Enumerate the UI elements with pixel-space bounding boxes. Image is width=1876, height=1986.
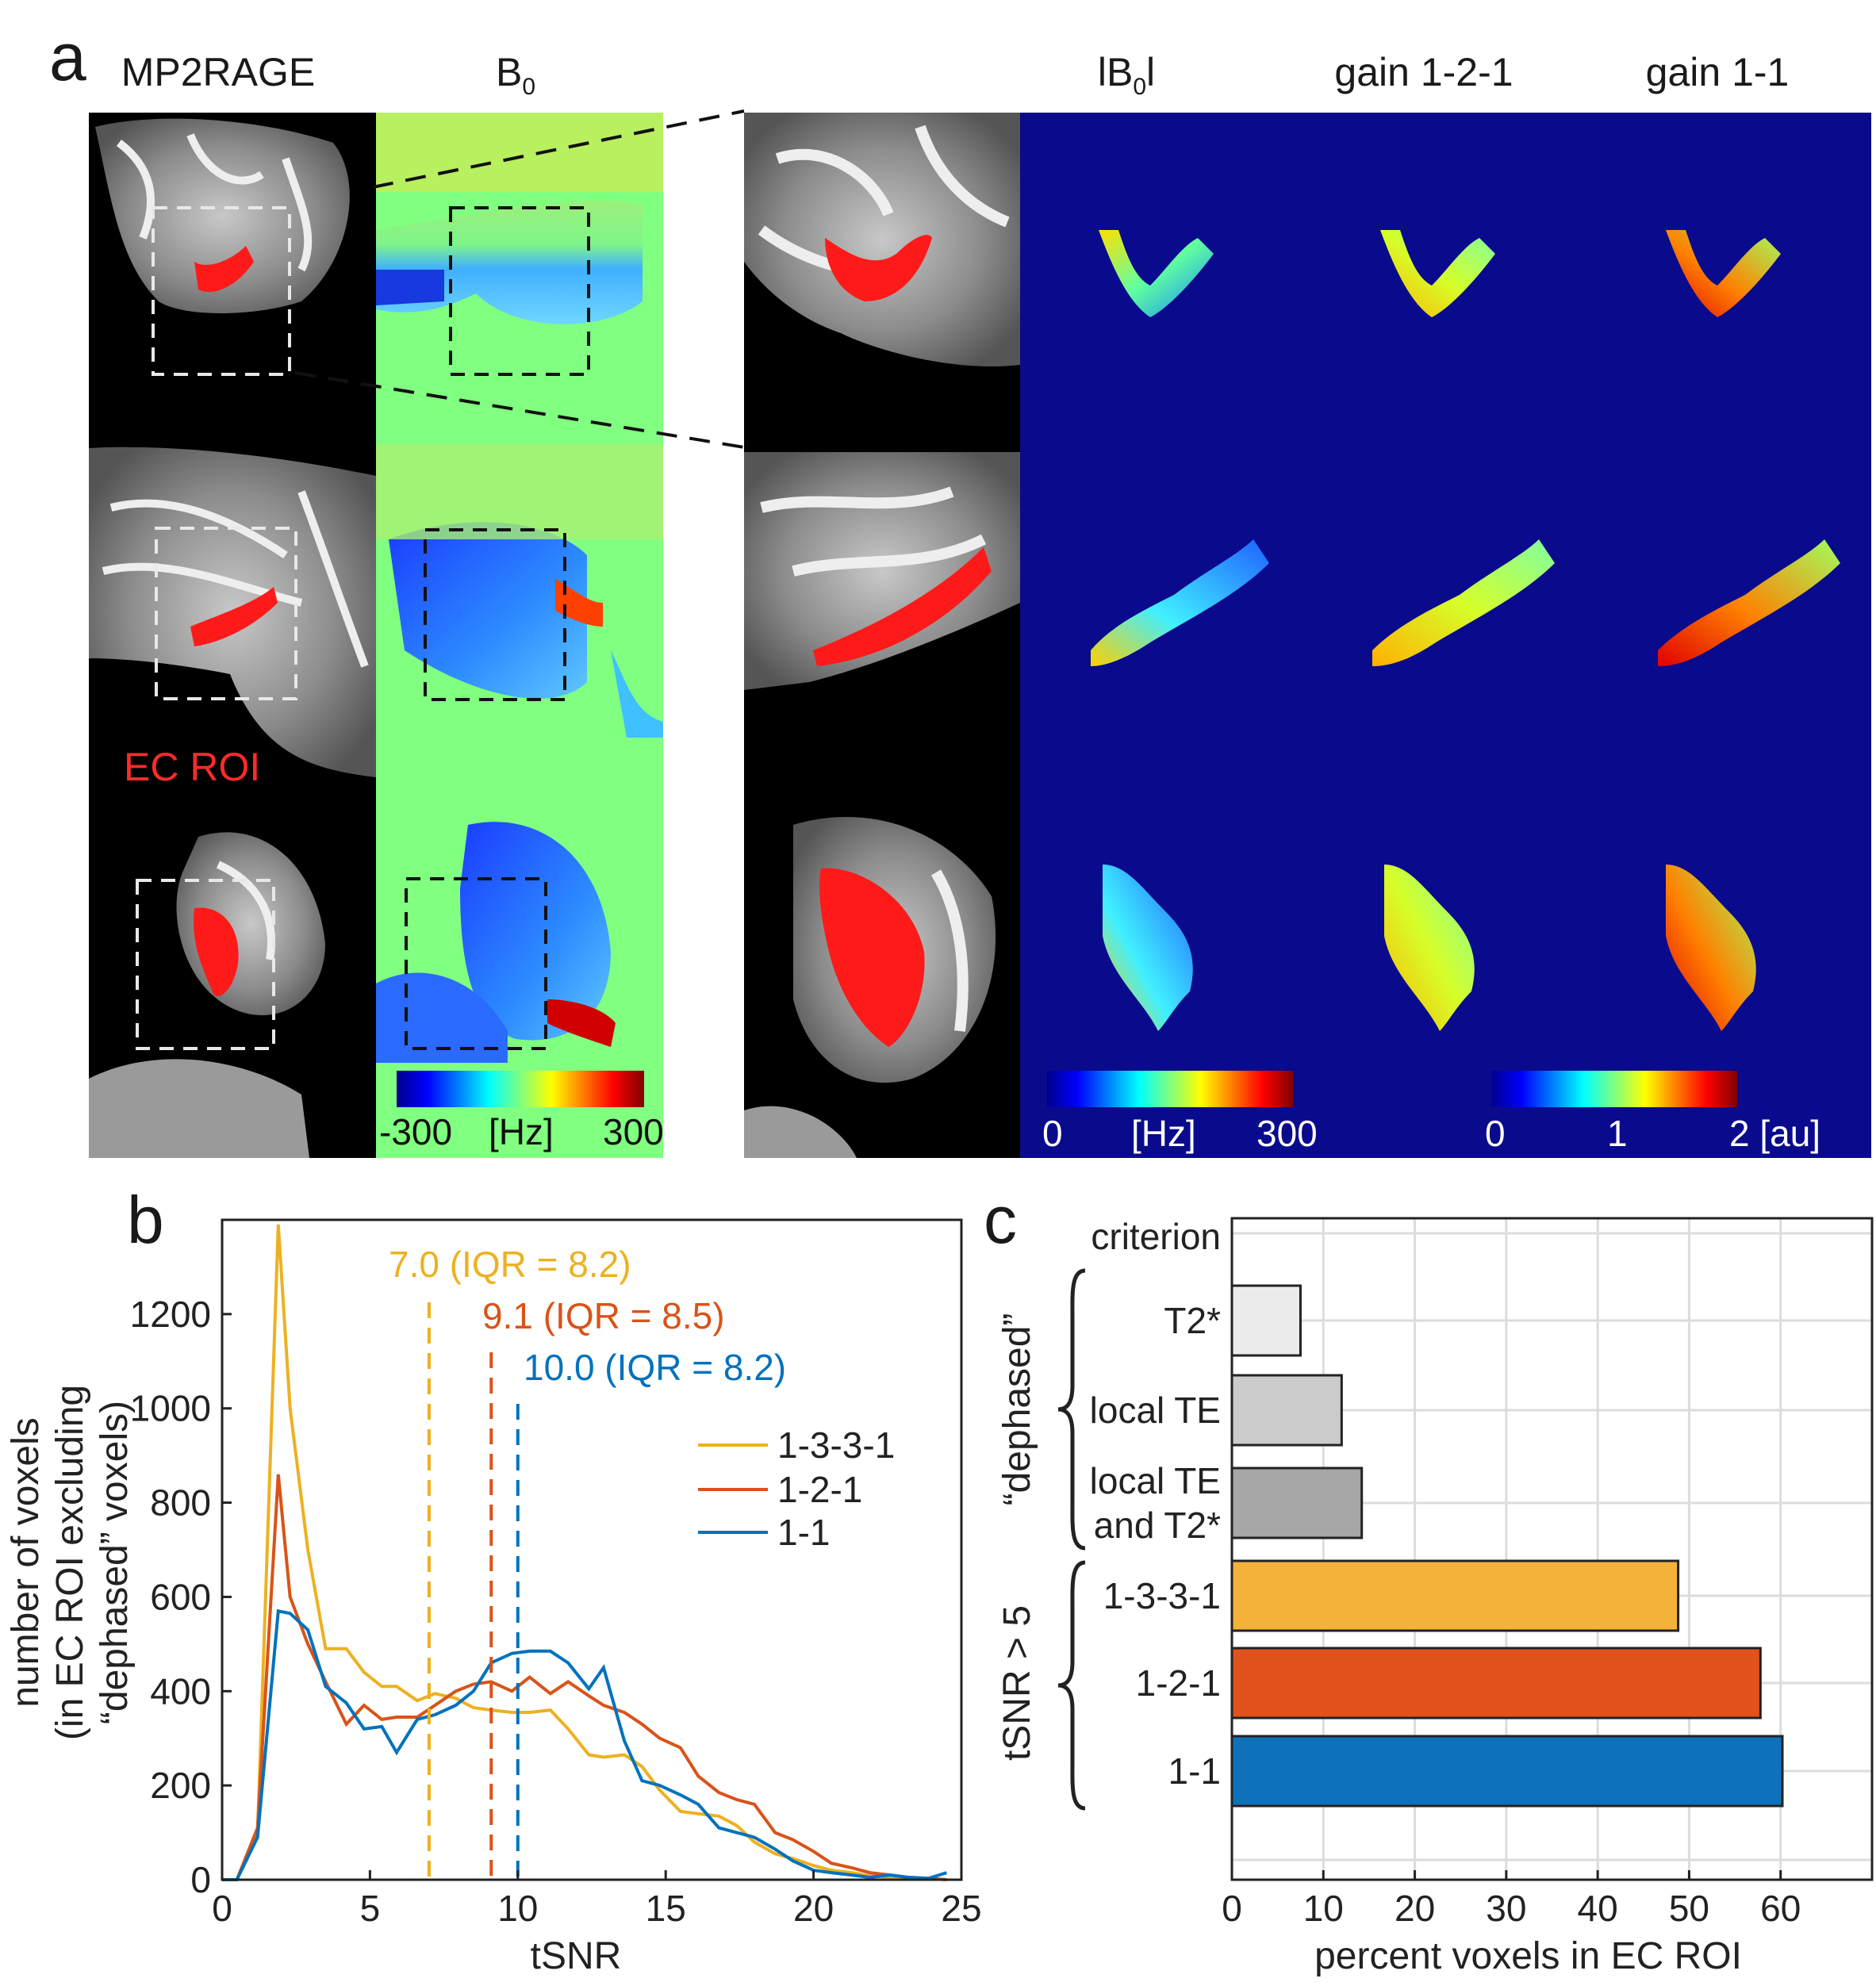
x-tick-label: 30	[1486, 1888, 1526, 1929]
median-label-2: 10.0 (IQR = 8.2)	[524, 1347, 786, 1388]
header-abs-b0-pre: lB	[1097, 50, 1134, 94]
colorbar-b0-min: -300	[379, 1111, 453, 1152]
panel-label-b: b	[127, 1183, 164, 1257]
y-axis-label-line-1: (in EC ROI excluding	[49, 1385, 91, 1740]
colorbar-b0	[397, 1071, 644, 1107]
y-axis-label-line-0: number of voxels	[5, 1417, 47, 1708]
axes-frame	[1230, 1217, 1874, 1881]
line-chart-tsnr: 7.0 (IQR = 8.2) 9.1 (IQR = 8.5) 10.0 (IQR …	[5, 1218, 982, 1977]
y-tick-label: 200	[150, 1765, 211, 1806]
header-gain-121: gain 1-2-1	[1334, 50, 1513, 94]
category-label-4: 1-2-1	[1136, 1662, 1221, 1704]
legend-label-1-2-1: 1-2-1	[777, 1469, 862, 1510]
bar-5	[1230, 1735, 1784, 1808]
colorbar-gain-min: 0	[1485, 1113, 1506, 1154]
group-label-0: “dephased”	[996, 1313, 1038, 1506]
colorbar-b0-max: 300	[603, 1111, 664, 1152]
series-line-1-3-3-1	[222, 1224, 947, 1881]
bar-4	[1230, 1647, 1762, 1720]
x-tick-label: 20	[793, 1888, 834, 1929]
category-label-2: and T2*	[1094, 1505, 1221, 1546]
colorbar-abs-b0-min: 0	[1042, 1113, 1063, 1154]
panel-label-a: a	[49, 20, 86, 94]
category-label-1: local TE	[1090, 1390, 1221, 1431]
bar-2	[1230, 1466, 1364, 1539]
category-label-3: 1-3-3-1	[1103, 1575, 1221, 1616]
axes-frame	[221, 1218, 963, 1881]
bar-3	[1230, 1559, 1680, 1632]
header-b0-text: B	[495, 50, 523, 94]
y-tick-label: 1000	[130, 1388, 211, 1429]
y-tick-label: 1200	[130, 1294, 211, 1335]
x-tick-label: 0	[1222, 1888, 1242, 1929]
x-tick-label: 60	[1760, 1888, 1801, 1929]
header-abs-b0-sub: 0	[1133, 74, 1147, 100]
y-tick-label: 0	[190, 1859, 211, 1900]
x-tick-label: 20	[1395, 1888, 1435, 1929]
y-axis-label-line-2: “dephased” voxels)	[94, 1401, 136, 1724]
header-mp2rage: MP2RAGE	[121, 50, 316, 94]
x-tick-label: 40	[1578, 1888, 1618, 1929]
header-b0-sub: 0	[522, 74, 536, 100]
x-tick-label: 0	[212, 1888, 232, 1929]
category-label-0: T2*	[1164, 1300, 1221, 1341]
legend-label-1-3-3-1: 1-3-3-1	[777, 1424, 895, 1466]
y-tick-label: 600	[150, 1576, 211, 1617]
x-tick-label: 25	[941, 1888, 981, 1929]
category-label-5: 1-1	[1168, 1750, 1221, 1792]
series-line-1-1	[222, 1608, 948, 1881]
series-line-1-2-1	[222, 1474, 947, 1881]
bar-0	[1230, 1284, 1302, 1357]
colorbar-gain	[1491, 1071, 1737, 1107]
panel-a-images	[89, 109, 1871, 1158]
header-abs-b0: lB0l	[1047, 49, 1206, 101]
colorbar-abs-b0	[1047, 1071, 1293, 1107]
colorbar-abs-b0-max: 300	[1256, 1113, 1318, 1154]
bar-chart-criteria: 0 10 20 30 40 50 60 percent voxels in EC ROI cri…	[996, 1216, 1874, 1977]
x-tick-label: 10	[497, 1888, 538, 1929]
header-gain-11: gain 1-1	[1645, 50, 1790, 94]
group-brace-0	[1057, 1268, 1086, 1551]
bar-1	[1230, 1374, 1343, 1447]
colorbar-abs-b0-unit: [Hz]	[1131, 1113, 1196, 1154]
colorbar-b0-unit: [Hz]	[489, 1111, 554, 1152]
x-tick-label: 50	[1669, 1888, 1709, 1929]
median-label-1: 9.1 (IQR = 8.5)	[482, 1295, 725, 1336]
x-axis-label: percent voxels in EC ROI	[1314, 1935, 1742, 1977]
header-b0: B0	[444, 49, 587, 101]
panel-label-c: c	[984, 1183, 1017, 1257]
x-axis-label: tSNR	[531, 1935, 622, 1977]
legend-label-1-1: 1-1	[777, 1512, 830, 1553]
group-label-1: tSNR > 5	[996, 1605, 1038, 1761]
x-tick-label: 15	[646, 1888, 686, 1929]
group-brace-1	[1057, 1560, 1086, 1811]
category-label-2: local TE	[1090, 1460, 1221, 1501]
y-tick-label: 400	[150, 1670, 211, 1712]
median-label-0: 7.0 (IQR = 8.2)	[389, 1244, 631, 1285]
x-tick-label: 5	[360, 1888, 381, 1929]
x-tick-label: 10	[1303, 1888, 1344, 1929]
roi-label: EC ROI	[124, 745, 261, 789]
colorbar-gain-max: 2 [au]	[1729, 1113, 1821, 1154]
criterion-header: criterion	[1091, 1216, 1221, 1257]
header-abs-b0-post: l	[1146, 50, 1156, 94]
y-tick-label: 800	[150, 1482, 211, 1524]
colorbar-gain-mid: 1	[1607, 1113, 1628, 1154]
